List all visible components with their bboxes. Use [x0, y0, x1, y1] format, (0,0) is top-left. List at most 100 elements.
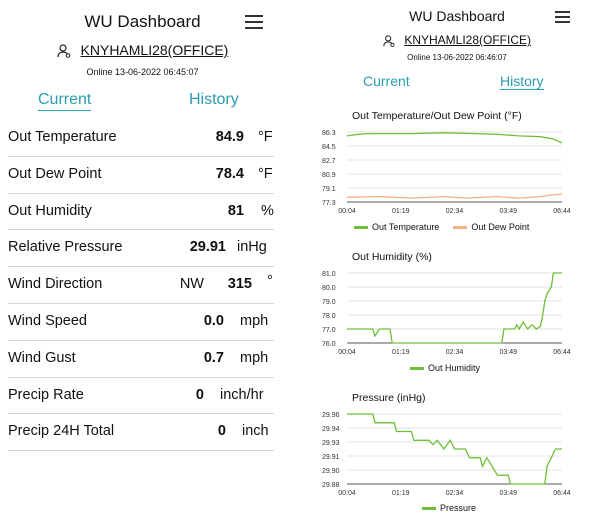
- current-conditions-panel: WU Dashboard KNYHAMLI28(OFFICE) Online 1…: [0, 0, 285, 522]
- y-tick-label: 29.94: [322, 426, 340, 433]
- metric-value: 0.0: [203, 312, 224, 329]
- x-tick-label: 01:19: [392, 490, 410, 497]
- legend-temperature: Out Temperature Out Dew Point: [354, 222, 529, 232]
- metric-value: 84.9: [215, 129, 244, 145]
- x-tick-label: 00:04: [338, 349, 356, 356]
- legend-swatch: [422, 506, 436, 510]
- metric-unit: inHg: [237, 239, 267, 256]
- metric-row-out-humidity: Out Humidity 81 %: [8, 194, 274, 231]
- station-selector[interactable]: KNYHAMLI28(OFFICE): [318, 33, 596, 47]
- metric-unit: °F: [258, 165, 273, 182]
- metric-label: Out Temperature: [8, 129, 117, 145]
- legend-swatch: [354, 225, 368, 229]
- y-tick-label: 84.5: [322, 144, 336, 151]
- x-tick-label: 03:49: [499, 490, 517, 497]
- x-tick-label: 01:19: [392, 208, 410, 215]
- metric-label: Wind Gust: [8, 349, 76, 366]
- x-tick-label: 02:34: [446, 349, 464, 356]
- metric-value: 315: [227, 276, 252, 293]
- metric-row-relative-pressure: Relative Pressure 29.91 inHg: [8, 230, 274, 268]
- series-line-out-humidity: [347, 272, 562, 344]
- metric-value: 29.91: [189, 239, 226, 256]
- metric-value: 0: [217, 423, 226, 440]
- y-tick-label: 86.3: [322, 130, 336, 137]
- wind-direction-text: NW: [179, 276, 204, 293]
- y-tick-label: 77.0: [322, 327, 336, 334]
- temperature-dewpoint-chart: 86.3 84.5 82.7 80.9 79.1 77.300:04 01:19 02:34 0…: [322, 130, 571, 215]
- x-tick-label: 00:04: [338, 490, 356, 497]
- app-title: WU Dashboard: [409, 8, 505, 24]
- metric-unit: °: [267, 273, 273, 290]
- humidity-chart: 81.0 80.0 79.0 78.0 77.0 76.000:04 01:19 02:34 0…: [322, 271, 571, 356]
- y-tick-label: 79.0: [322, 299, 336, 306]
- series-line-pressure: [347, 413, 562, 485]
- metric-unit: mph: [240, 312, 269, 329]
- legend-label: Pressure: [440, 503, 477, 513]
- y-tick-label: 82.7: [322, 158, 336, 165]
- metric-value: 78.4: [215, 165, 244, 182]
- metric-unit: inch: [242, 423, 269, 440]
- x-tick-label: 06:44: [553, 490, 571, 497]
- y-tick-label: 80.9: [322, 172, 336, 179]
- metric-label: Precip Rate: [8, 386, 84, 403]
- tab-history[interactable]: History: [500, 73, 544, 90]
- app-title: WU Dashboard: [84, 12, 201, 31]
- y-tick-label: 29.88: [322, 482, 340, 489]
- x-tick-label: 03:49: [499, 349, 517, 356]
- x-tick-label: 01:19: [392, 349, 410, 356]
- tab-history[interactable]: History: [189, 91, 239, 108]
- legend-pressure: Pressure: [422, 503, 476, 513]
- y-tick-label: 77.3: [322, 200, 336, 207]
- metric-unit: °F: [258, 129, 273, 145]
- metric-label: Out Humidity: [8, 202, 92, 219]
- y-tick-label: 29.93: [322, 440, 340, 447]
- legend-label: Out Humidity: [428, 363, 481, 373]
- y-tick-label: 29.90: [322, 468, 340, 475]
- tab-current[interactable]: Current: [363, 73, 410, 89]
- metric-row-wind-gust: Wind Gust 0.7 mph: [8, 341, 274, 378]
- station-name-link[interactable]: KNYHAMLI28(OFFICE): [404, 33, 532, 47]
- legend-humidity: Out Humidity: [410, 363, 480, 373]
- station-name-link[interactable]: KNYHAMLI28(OFFICE): [80, 42, 229, 58]
- y-tick-label: 29.91: [322, 454, 340, 461]
- metric-unit: inch/hr: [220, 386, 264, 403]
- metric-value: 0.7: [203, 349, 224, 366]
- online-status: Online 13-06-2022 06:46:07: [407, 53, 507, 62]
- chart-title-temperature: Out Temperature/Out Dew Point (°F): [352, 110, 522, 122]
- metric-value: 0: [195, 386, 204, 403]
- metrics-list: Out Temperature 84.9 °F Out Dew Point 78…: [8, 120, 274, 452]
- station-selector[interactable]: KNYHAMLI28(OFFICE): [0, 42, 285, 58]
- metric-value: 81: [227, 202, 244, 219]
- y-tick-label: 81.0: [322, 271, 336, 278]
- hamburger-menu-icon[interactable]: [245, 15, 263, 29]
- series-line-out-temperature: [346, 132, 563, 144]
- user-settings-icon: [383, 35, 395, 47]
- y-tick-label: 29.96: [322, 412, 340, 419]
- tab-current[interactable]: Current: [38, 91, 92, 111]
- x-tick-label: 02:34: [446, 208, 464, 215]
- metric-row-wind-direction: Wind Direction NW 315 °: [8, 267, 274, 304]
- metric-label: Wind Direction: [8, 276, 103, 293]
- series-line-out-dew-point: [346, 193, 563, 199]
- metric-label: Relative Pressure: [8, 239, 123, 256]
- legend-label: Out Dew Point: [471, 222, 530, 232]
- metric-row-out-dew-point: Out Dew Point 78.4 °F: [8, 157, 274, 194]
- metric-unit: %: [261, 202, 274, 219]
- hamburger-menu-icon[interactable]: [555, 11, 570, 23]
- metric-row-precip-24h-total: Precip 24H Total 0 inch: [8, 414, 274, 452]
- y-tick-label: 76.0: [322, 341, 336, 348]
- x-tick-label: 02:34: [446, 490, 464, 497]
- legend-swatch: [410, 366, 424, 370]
- metric-row-out-temperature: Out Temperature 84.9 °F: [8, 120, 274, 157]
- history-panel: WU Dashboard KNYHAMLI28(OFFICE) Online 1…: [318, 0, 609, 522]
- chart-title-humidity: Out Humidity (%): [352, 251, 432, 263]
- metric-row-precip-rate: Precip Rate 0 inch/hr: [8, 378, 274, 415]
- metric-label: Wind Speed: [8, 312, 87, 329]
- x-tick-label: 00:04: [338, 208, 356, 215]
- chart-title-pressure: Pressure (inHg): [352, 392, 426, 404]
- metric-unit: mph: [240, 349, 269, 366]
- y-tick-label: 79.1: [322, 186, 336, 193]
- user-settings-icon: [57, 44, 70, 58]
- x-tick-label: 06:44: [553, 349, 571, 356]
